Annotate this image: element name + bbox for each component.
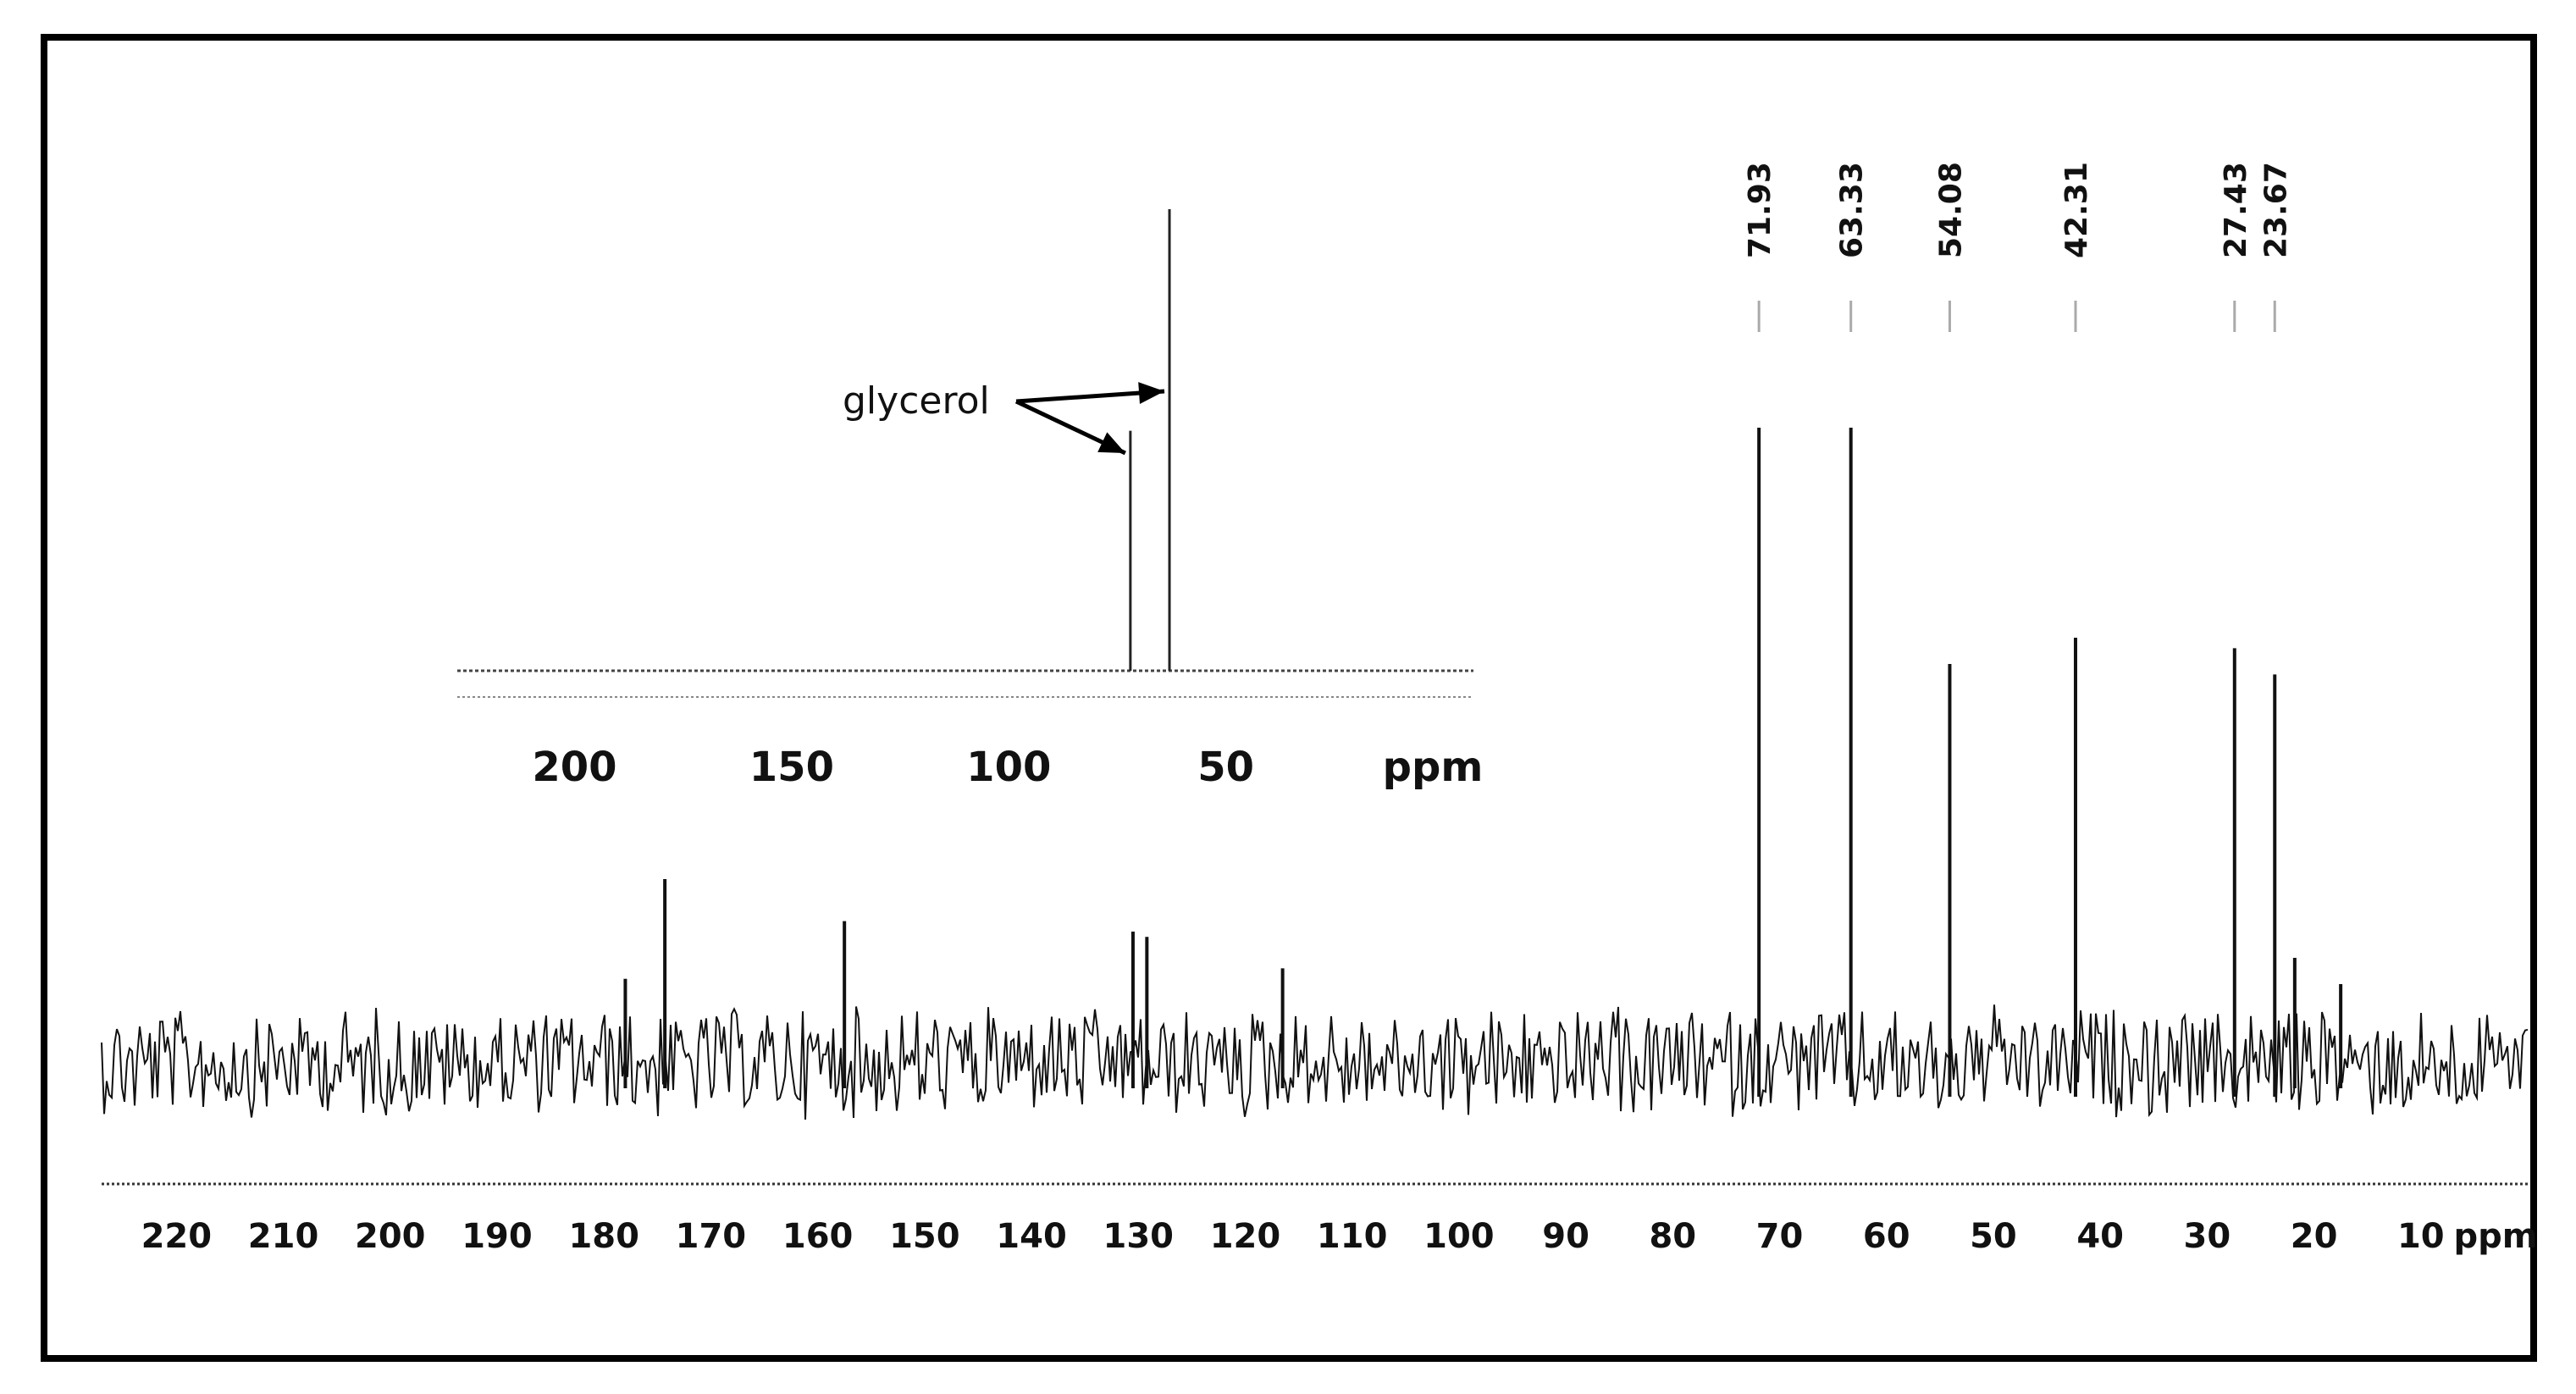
inset-x-tick-label: 100 [966,744,1051,791]
peak-label: 23.67 [2258,162,2293,258]
inset-spectrum: 200 150 100 50 ppm glycerol [457,209,1483,791]
glycerol-arrowhead-72 [1097,432,1125,453]
x-tick-label: 200 [355,1217,426,1256]
x-tick-label: 140 [996,1217,1067,1256]
peak-labels: 71.93 63.33 54.08 42.31 27.43 23.67 [1743,162,2293,332]
peak-label: 27.43 [2219,162,2253,258]
x-tick-label: 110 [1317,1217,1388,1256]
labeled-peaks [1757,428,2277,1097]
glycerol-label: glycerol [843,379,990,423]
x-tick-label: 10 [2397,1217,2445,1256]
inset-peaks [1129,209,1171,671]
x-axis-unit-label: ppm [2454,1217,2538,1256]
x-tick-label: 170 [676,1217,747,1256]
peak-label: 54.08 [1933,162,1968,258]
peak-label: 63.33 [1835,162,1870,258]
figure-frame [41,34,2537,1362]
inset-x-axis: 200 150 100 50 ppm [457,696,1484,791]
x-tick-label: 190 [462,1217,533,1256]
x-tick-label: 90 [1542,1217,1589,1256]
x-tick-label: 130 [1103,1217,1175,1256]
x-tick-label: 160 [782,1217,854,1256]
x-tick-label: 50 [1970,1217,2017,1256]
x-tick-label: 220 [141,1217,213,1256]
inset-x-tick-label: 200 [532,744,616,791]
x-tick-label: 120 [1210,1217,1281,1256]
x-tick-label: 100 [1423,1217,1495,1256]
inset-x-tick-label: 50 [1197,744,1254,791]
x-tick-label: 70 [1756,1217,1804,1256]
glycerol-arrowhead-63 [1138,382,1165,405]
x-tick-label: 30 [2184,1217,2231,1256]
x-tick-label: 150 [889,1217,960,1256]
inset-x-axis-unit-label: ppm [1383,744,1484,791]
inset-x-tick-label: 150 [749,744,834,791]
x-tick-label: 40 [2076,1217,2124,1256]
main-spectrum: 71.93 63.33 54.08 42.31 27.43 23.67 220 210 200… [101,162,2538,1256]
minor-peaks [623,879,2343,1088]
x-tick-label: 180 [568,1217,639,1256]
x-tick-label: 80 [1649,1217,1696,1256]
glycerol-annotation: glycerol [843,379,1165,456]
x-tick-label: 60 [1863,1217,1910,1256]
x-tick-label: 20 [2291,1217,2338,1256]
peak-label: 42.31 [2059,162,2094,258]
main-x-axis: 220 210 200 190 180 170 160 150 140 130 120 110 100 9… [141,1217,2538,1256]
x-tick-label: 210 [248,1217,319,1256]
noise-trace [101,1004,2529,1120]
peak-label: 71.93 [1743,162,1777,258]
